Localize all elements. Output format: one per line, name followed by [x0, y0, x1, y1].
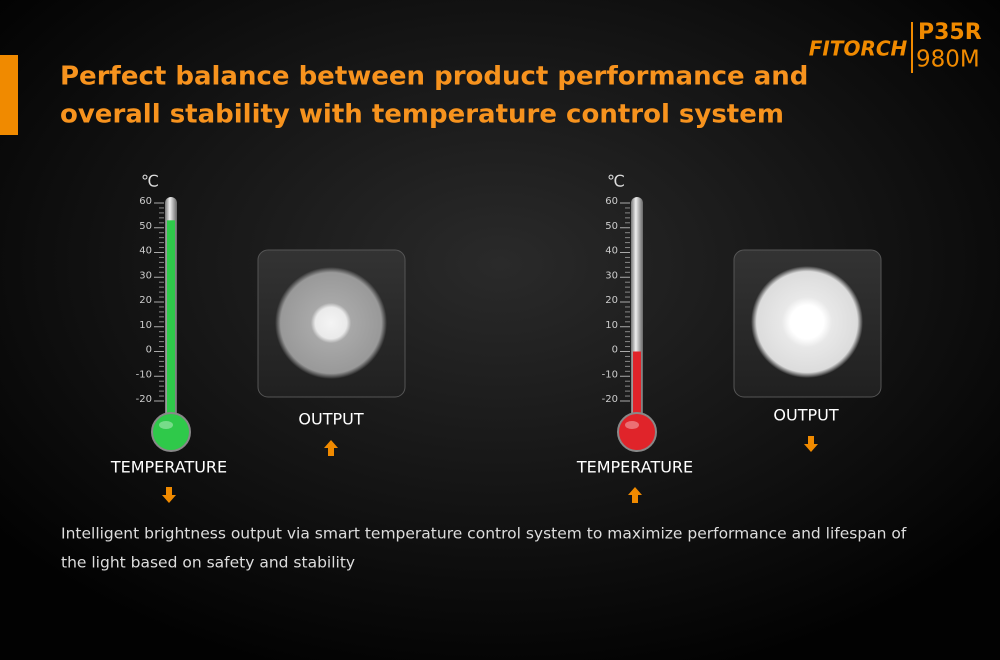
beam-dim	[275, 267, 387, 379]
description-line: the light based on safety and stability	[61, 554, 355, 572]
tick-label: -20	[602, 394, 618, 405]
title-line: overall stability with temperature contr…	[60, 100, 784, 130]
output-label: OUTPUT	[298, 410, 363, 429]
tick-label: 30	[139, 270, 152, 281]
tick-label: -10	[602, 369, 618, 380]
tick-label: 50	[139, 221, 152, 232]
description-line: Intelligent brightness output via smart …	[61, 525, 907, 543]
tick-label: -20	[136, 394, 152, 405]
unit-label: ℃	[607, 172, 625, 191]
output-label: OUTPUT	[773, 406, 838, 425]
thermometer-bulb	[151, 412, 191, 452]
bulb-shine	[625, 421, 639, 429]
temperature-level	[633, 351, 641, 428]
tick-label: 60	[605, 196, 618, 207]
tick-label: 50	[605, 221, 618, 232]
tick-label: 20	[605, 295, 618, 306]
tick-label: 60	[139, 196, 152, 207]
arrow	[324, 440, 338, 456]
model: P35R	[918, 20, 982, 45]
arrow	[162, 487, 176, 503]
unit-label: ℃	[141, 172, 159, 191]
tick-label: 20	[139, 295, 152, 306]
bulb-shine	[159, 421, 173, 429]
tick-label: 30	[605, 270, 618, 281]
title-line: Perfect balance between product performa…	[60, 62, 808, 92]
tick-label: 40	[139, 246, 152, 257]
temperature-label: TEMPERATURE	[576, 458, 693, 477]
tick-label: -10	[136, 369, 152, 380]
thermometer-bulb	[617, 412, 657, 452]
arrow	[628, 487, 642, 503]
accent-bar	[0, 55, 18, 135]
beam-bright	[751, 266, 863, 378]
temperature-level	[167, 220, 175, 428]
tick-label: 40	[605, 246, 618, 257]
brand-logo: FITORCH	[809, 37, 908, 61]
tick-label: 0	[146, 345, 152, 356]
tick-label: 10	[139, 320, 152, 331]
arrow	[804, 436, 818, 452]
lumens: 980M	[916, 47, 980, 73]
tick-label: 0	[612, 345, 618, 356]
temperature-label: TEMPERATURE	[110, 458, 227, 477]
tick-label: 10	[605, 320, 618, 331]
